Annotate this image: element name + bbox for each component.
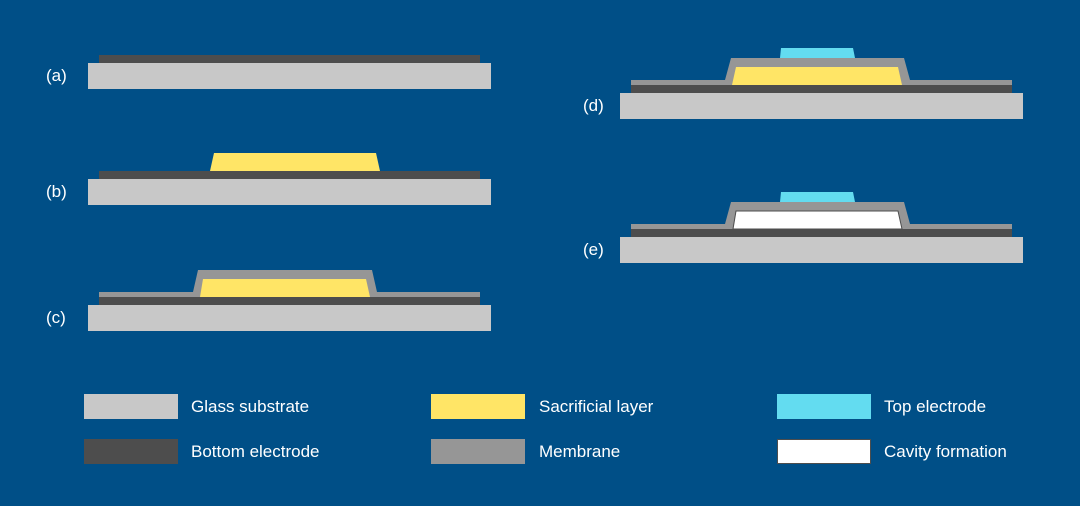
legend-swatch-bottom-electrode — [84, 439, 178, 464]
step-label-b: (b) — [46, 182, 67, 201]
cavity — [732, 210, 903, 230]
sacrificial-layer — [732, 67, 902, 85]
bottom-electrode — [631, 85, 1012, 93]
step-a — [88, 55, 491, 89]
sacrificial-layer — [210, 153, 380, 171]
step-c — [88, 270, 491, 331]
step-label-e: (e) — [583, 240, 604, 259]
legend-swatch-top-electrode — [777, 394, 871, 419]
legend-label: Membrane — [539, 442, 621, 461]
step-label-d: (d) — [583, 96, 604, 115]
bottom-electrode — [99, 297, 480, 305]
step-label-a: (a) — [46, 66, 67, 85]
legend-label: Sacrificial layer — [539, 397, 654, 416]
glass-substrate — [88, 305, 491, 331]
step-b — [88, 153, 491, 205]
sacrificial-layer — [200, 279, 370, 297]
step-e — [620, 192, 1023, 263]
glass-substrate — [620, 93, 1023, 119]
step-label-c: (c) — [46, 308, 66, 327]
bottom-electrode — [631, 229, 1012, 237]
legend-swatch-glass-substrate — [84, 394, 178, 419]
bottom-electrode — [99, 55, 480, 63]
top-electrode — [780, 48, 855, 58]
glass-substrate — [88, 63, 491, 89]
legend-swatch-cavity — [777, 439, 871, 464]
glass-substrate — [88, 179, 491, 205]
glass-substrate — [620, 237, 1023, 263]
step-d — [620, 48, 1023, 119]
legend-label: Glass substrate — [191, 397, 310, 416]
legend-label: Top electrode — [884, 397, 987, 416]
legend-label: Bottom electrode — [191, 442, 320, 461]
legend-label: Cavity formation — [884, 442, 1007, 461]
legend-swatch-membrane — [431, 439, 525, 464]
bottom-electrode — [99, 171, 480, 179]
legend-swatch-sacrificial-layer — [431, 394, 525, 419]
top-electrode — [780, 192, 855, 202]
